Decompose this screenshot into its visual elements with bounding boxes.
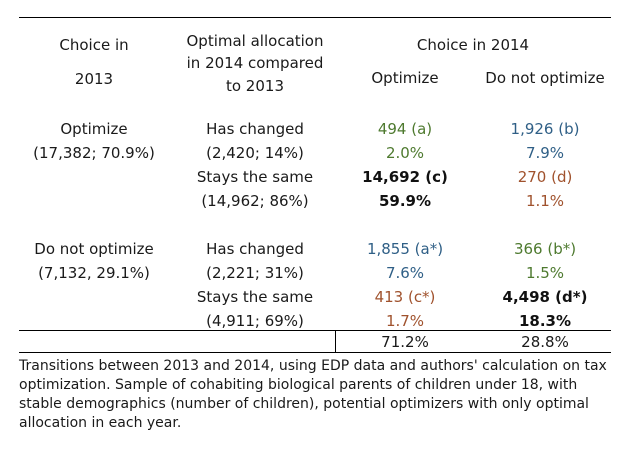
header-alloc-line3: to 2013 [225, 77, 284, 95]
row-choice-not-optimize: Do not optimize [34, 240, 154, 258]
header-optimize: Optimize [371, 69, 439, 87]
optimize-cell: 7.6% [385, 264, 425, 282]
do-not-optimize-cell: 366 (b*) [513, 240, 577, 258]
header-do-not-optimize: Do not optimize [485, 69, 605, 87]
caption-line: stable demographics (number of children)… [19, 396, 589, 412]
do-not-optimize-cell: 270 (d) [517, 168, 573, 186]
totals-rule [19, 330, 611, 331]
totals-divider [335, 330, 336, 352]
do-not-optimize-cell: 1.1% [525, 192, 565, 210]
do-not-optimize-cell: 1.5% [525, 264, 565, 282]
allocation-cell: Stays the same [196, 168, 314, 186]
header-alloc-line2: in 2014 compared [186, 54, 324, 72]
header-choice-2014: Choice in 2014 [416, 36, 530, 54]
optimize-cell: 413 (c*) [374, 288, 436, 306]
do-not-optimize-cell: 1,926 (b) [510, 120, 580, 138]
allocation-cell: (2,221; 31%) [206, 264, 304, 282]
total-optimize: 71.2% [381, 333, 429, 351]
optimize-cell: 1,855 (a*) [366, 240, 444, 258]
optimize-cell: 59.9% [378, 192, 432, 210]
optimize-cell: 2.0% [385, 144, 425, 162]
allocation-cell: Has changed [206, 120, 304, 138]
allocation-cell: (4,911; 69%) [206, 312, 304, 330]
table-caption: Transitions between 2013 and 2014, using… [19, 357, 611, 433]
caption-line: allocation in each year. [19, 415, 182, 431]
row-choice-optimize: Optimize [60, 120, 128, 138]
do-not-optimize-cell: 7.9% [525, 144, 565, 162]
allocation-cell: (2,420; 14%) [206, 144, 304, 162]
bottom-rule [19, 352, 611, 353]
do-not-optimize-cell: 4,498 (d*) [502, 288, 588, 306]
header-choice-2013-line2: 2013 [74, 70, 114, 88]
optimize-cell: 1.7% [385, 312, 425, 330]
allocation-cell: (14,962; 86%) [201, 192, 309, 210]
allocation-cell: Stays the same [196, 288, 314, 306]
caption-line: optimization. Sample of cohabiting biolo… [19, 377, 578, 393]
row-choice-not-optimize-count: (7,132, 29.1%) [38, 264, 150, 282]
optimize-cell: 14,692 (c) [362, 168, 448, 186]
top-rule [19, 17, 611, 18]
allocation-cell: Has changed [206, 240, 304, 258]
caption-line: Transitions between 2013 and 2014, using… [19, 358, 607, 374]
header-alloc-line1: Optimal allocation [186, 32, 324, 50]
row-choice-optimize-count: (17,382; 70.9%) [33, 144, 155, 162]
header-choice-2013-line1: Choice in [59, 36, 129, 54]
total-do-not-optimize: 28.8% [521, 333, 569, 351]
optimize-cell: 494 (a) [377, 120, 433, 138]
do-not-optimize-cell: 18.3% [518, 312, 572, 330]
